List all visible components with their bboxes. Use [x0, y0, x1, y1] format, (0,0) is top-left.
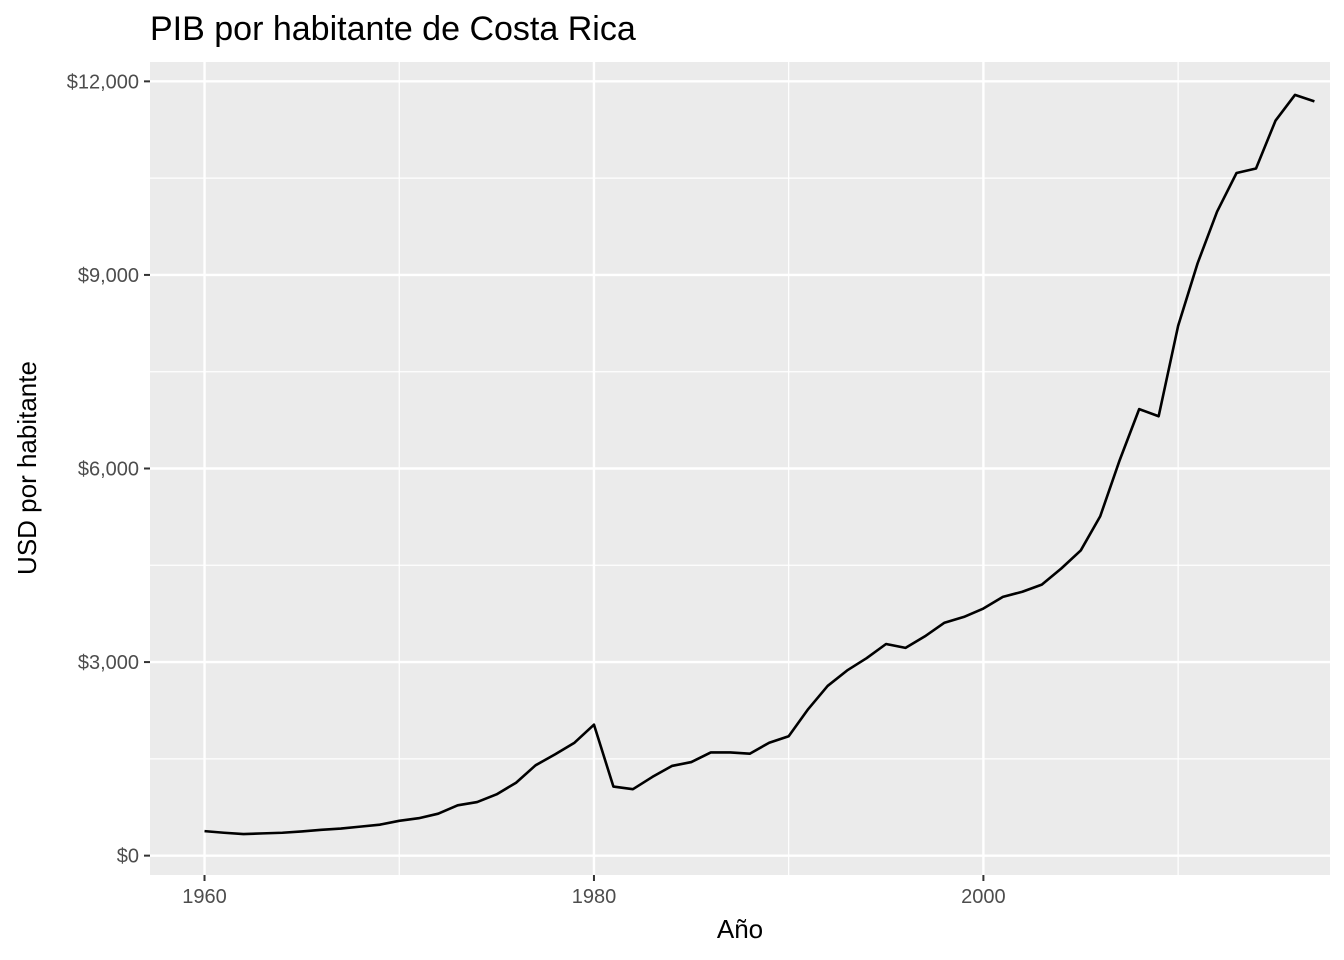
y-axis-title: USD por habitante [12, 361, 42, 575]
x-tick-label: 1960 [182, 886, 227, 908]
x-axis: 1960 1980 2000 [182, 875, 1006, 908]
major-gridlines [150, 62, 1330, 875]
x-tick-label: 1980 [572, 886, 617, 908]
y-tick-label: $0 [117, 846, 139, 868]
y-tick-label: $3,000 [78, 652, 139, 674]
series-line [204, 93, 1315, 836]
y-axis: $0 $3,000 $6,000 $9,000 $12,000 [67, 71, 150, 868]
x-tick-label: 2000 [961, 886, 1006, 908]
y-tick-label: $9,000 [78, 265, 139, 287]
x-axis-title: Año [717, 914, 763, 944]
y-tick-label: $6,000 [78, 459, 139, 481]
chart-title: PIB por habitante de Costa Rica [150, 10, 636, 48]
data-series [204, 93, 1315, 836]
y-tick-label: $12,000 [67, 71, 139, 93]
